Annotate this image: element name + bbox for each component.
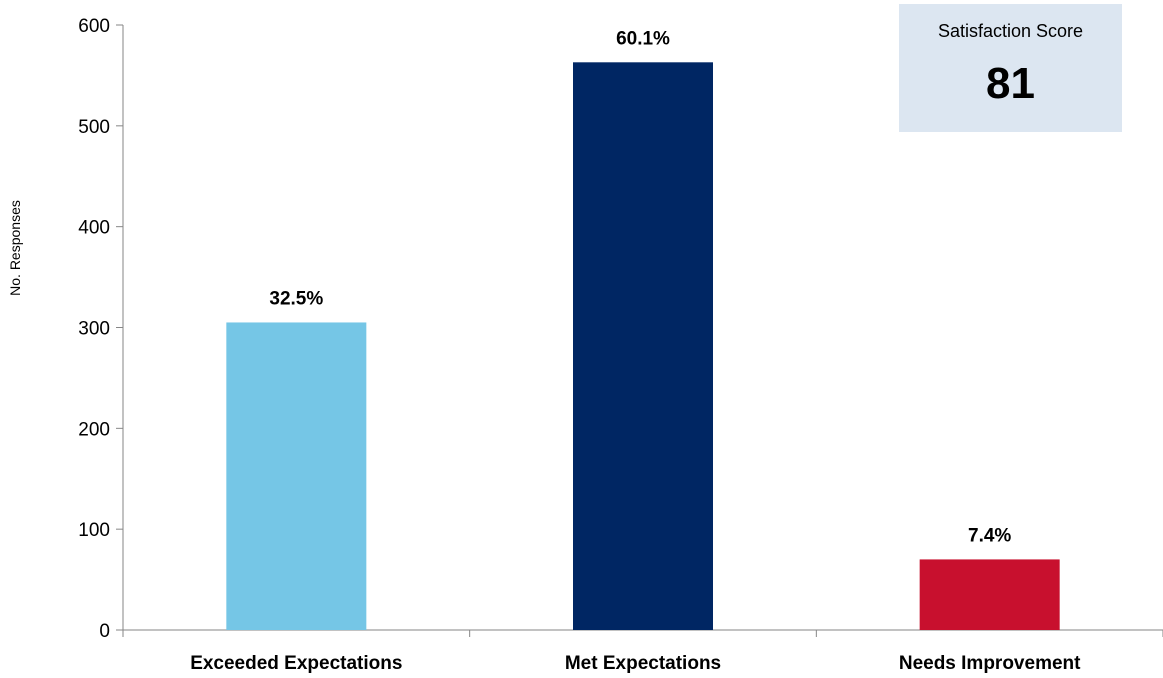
bar	[226, 322, 367, 630]
data-label: 60.1%	[616, 28, 670, 49]
y-tick-label: 400	[78, 218, 110, 239]
y-tick-label: 200	[78, 419, 110, 440]
y-axis: 0 100 200 300 400 500 600	[78, 16, 124, 642]
x-axis: Exceeded Expectations Met Expectations Nee…	[122, 629, 1163, 674]
data-label: 7.4%	[968, 525, 1011, 546]
data-label: 32.5%	[269, 288, 323, 309]
y-tick-label: 300	[78, 319, 110, 340]
bar	[573, 62, 713, 630]
y-axis-title: No. Responses	[7, 200, 23, 296]
x-category-label: Met Expectations	[565, 653, 721, 674]
y-tick-label: 0	[99, 621, 110, 642]
satisfaction-score-value: 81	[986, 59, 1035, 108]
bar	[919, 559, 1060, 630]
satisfaction-score-label: Satisfaction Score	[937, 21, 1084, 41]
x-category-label: Exceeded Expectations	[190, 653, 402, 674]
satisfaction-score-box: Satisfaction Score 81	[899, 4, 1122, 132]
bars: 32.5% 60.1% 7.4%	[226, 28, 1060, 630]
y-tick-label: 600	[78, 16, 110, 37]
x-category-label: Needs Improvement	[899, 653, 1081, 674]
y-tick-label: 100	[78, 520, 110, 541]
y-tick-label: 500	[78, 117, 110, 138]
